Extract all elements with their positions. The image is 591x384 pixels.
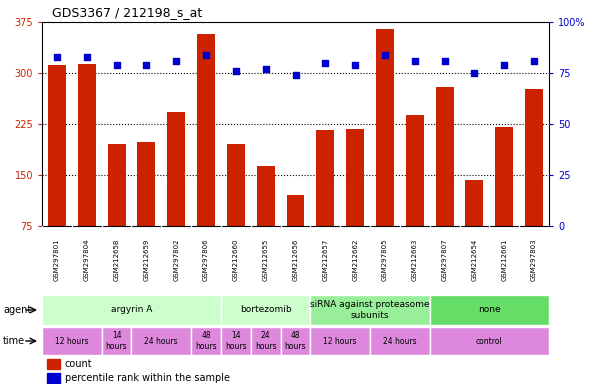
Bar: [42, 295, 221, 325]
Bar: [227, 144, 245, 226]
Bar: [256, 166, 275, 226]
Bar: [48, 65, 66, 226]
Text: 14
hours: 14 hours: [225, 331, 246, 351]
Point: [470, 70, 479, 76]
Text: 12 hours: 12 hours: [55, 336, 89, 346]
Point: [410, 58, 420, 64]
Text: argyrin A: argyrin A: [111, 306, 152, 314]
Text: count: count: [65, 359, 92, 369]
Bar: [167, 113, 185, 226]
Text: GSM297805: GSM297805: [382, 239, 388, 281]
Text: GSM297803: GSM297803: [531, 239, 537, 281]
Bar: [102, 327, 131, 356]
Point: [380, 51, 389, 58]
Text: GSM297806: GSM297806: [203, 239, 209, 281]
Point: [142, 62, 151, 68]
Text: percentile rank within the sample: percentile rank within the sample: [65, 372, 230, 382]
Bar: [430, 295, 549, 325]
Text: 24 hours: 24 hours: [383, 336, 417, 346]
Text: GSM297807: GSM297807: [441, 239, 447, 281]
Text: GSM212659: GSM212659: [144, 239, 150, 281]
Text: 48
hours: 48 hours: [195, 331, 217, 351]
Point: [231, 68, 241, 74]
Point: [261, 66, 271, 72]
Bar: [316, 130, 335, 226]
Bar: [346, 129, 364, 226]
Bar: [525, 89, 543, 226]
Bar: [78, 64, 96, 226]
Text: GDS3367 / 212198_s_at: GDS3367 / 212198_s_at: [52, 7, 202, 20]
Text: GSM212663: GSM212663: [412, 239, 418, 281]
Bar: [221, 295, 310, 325]
Text: GSM212660: GSM212660: [233, 239, 239, 281]
Bar: [436, 87, 453, 226]
Bar: [42, 327, 102, 356]
Bar: [370, 327, 430, 356]
Text: GSM212661: GSM212661: [501, 239, 507, 281]
Bar: [108, 144, 125, 226]
Bar: [281, 327, 310, 356]
Bar: [191, 327, 221, 356]
Bar: [251, 327, 281, 356]
Point: [171, 58, 181, 64]
Bar: [197, 33, 215, 226]
Text: GSM297801: GSM297801: [54, 239, 60, 281]
Text: GSM212654: GSM212654: [472, 239, 478, 281]
Point: [82, 54, 92, 60]
Text: GSM297802: GSM297802: [173, 239, 179, 281]
Bar: [466, 180, 483, 226]
Bar: [406, 115, 424, 226]
Text: GSM212655: GSM212655: [262, 239, 269, 281]
Text: GSM212658: GSM212658: [113, 239, 119, 281]
Bar: [310, 327, 370, 356]
Point: [52, 54, 61, 60]
Text: GSM297804: GSM297804: [84, 239, 90, 281]
Point: [530, 58, 539, 64]
Text: 48
hours: 48 hours: [285, 331, 306, 351]
Text: time: time: [3, 336, 25, 346]
Text: agent: agent: [3, 305, 31, 315]
Text: 14
hours: 14 hours: [106, 331, 128, 351]
Bar: [287, 195, 304, 226]
Point: [112, 62, 121, 68]
Text: GSM212662: GSM212662: [352, 239, 358, 281]
Text: 12 hours: 12 hours: [323, 336, 357, 346]
Bar: [47, 359, 60, 369]
Bar: [430, 327, 549, 356]
Point: [320, 60, 330, 66]
Text: GSM212657: GSM212657: [322, 239, 329, 281]
Bar: [310, 295, 430, 325]
Bar: [138, 142, 155, 226]
Text: 24 hours: 24 hours: [144, 336, 178, 346]
Text: bortezomib: bortezomib: [240, 306, 291, 314]
Text: GSM212656: GSM212656: [293, 239, 298, 281]
Text: none: none: [478, 306, 501, 314]
Point: [291, 72, 300, 78]
Point: [202, 51, 211, 58]
Bar: [495, 127, 513, 226]
Point: [499, 62, 509, 68]
Point: [440, 58, 449, 64]
Bar: [47, 372, 60, 382]
Text: control: control: [476, 336, 503, 346]
Bar: [221, 327, 251, 356]
Text: 24
hours: 24 hours: [255, 331, 277, 351]
Text: siRNA against proteasome
subunits: siRNA against proteasome subunits: [310, 300, 430, 320]
Point: [350, 62, 360, 68]
Bar: [131, 327, 191, 356]
Bar: [376, 29, 394, 226]
